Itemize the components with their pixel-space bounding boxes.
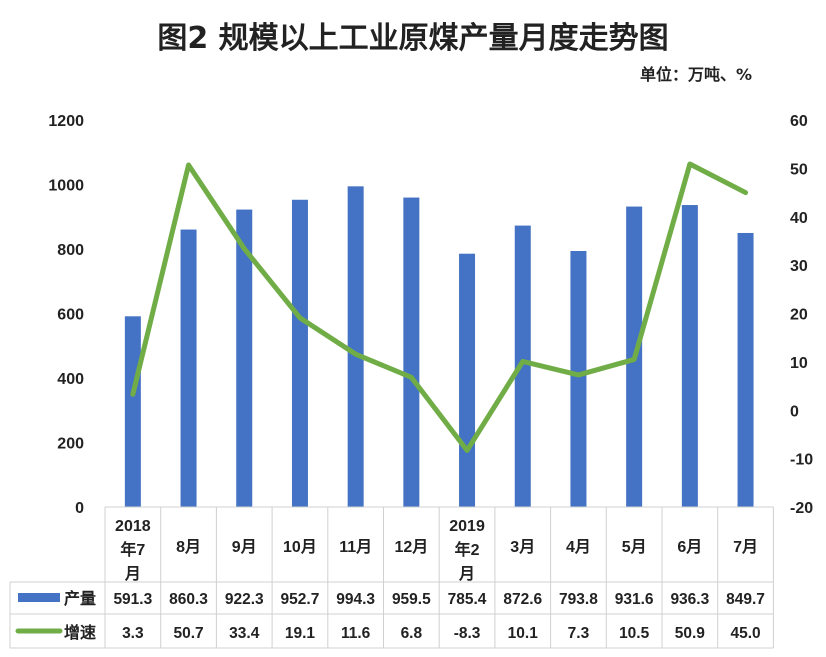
category-label: 月 — [124, 565, 141, 583]
category-label: 10月 — [283, 538, 317, 556]
right-axis-tick-label: 0 — [790, 403, 799, 420]
growth-value: 7.3 — [568, 625, 590, 642]
growth-value: 11.6 — [341, 625, 371, 642]
production-value: 959.5 — [392, 591, 431, 608]
right-axis-tick-label: 50 — [790, 161, 808, 178]
bar-11 — [737, 232, 754, 508]
legend-bar-swatch — [18, 593, 60, 602]
legend-label-production: 产量 — [64, 589, 96, 608]
right-axis-tick-label: 40 — [790, 210, 808, 227]
bar-4 — [347, 186, 364, 507]
bar-0 — [124, 316, 141, 507]
category-label: 4月 — [566, 538, 591, 556]
left-axis-tick-label: 400 — [57, 371, 84, 388]
growth-value: 10.5 — [619, 625, 650, 642]
category-label: 9月 — [232, 538, 257, 556]
right-axis-tick-label: 60 — [790, 113, 808, 130]
category-label: 2018 — [115, 518, 151, 535]
category-label: 3月 — [510, 538, 535, 556]
bar-7 — [514, 225, 531, 508]
left-axis-tick-label: 0 — [75, 500, 84, 517]
growth-value: 33.4 — [229, 625, 260, 642]
right-axis-tick-label: 10 — [790, 355, 808, 372]
production-value: 936.3 — [670, 591, 709, 608]
left-axis-tick-label: 1000 — [48, 178, 84, 195]
left-axis-tick-label: 1200 — [48, 113, 84, 130]
growth-value: 10.1 — [508, 625, 539, 642]
bar-5 — [403, 197, 420, 507]
bar-10 — [681, 205, 698, 507]
bar-3 — [291, 199, 308, 507]
growth-value: -8.3 — [454, 625, 481, 642]
category-label: 5月 — [622, 538, 647, 556]
production-value: 952.7 — [281, 591, 320, 608]
growth-value: 50.7 — [173, 625, 203, 642]
right-axis-tick-label: 20 — [790, 307, 808, 324]
left-axis-tick-label: 200 — [57, 436, 84, 453]
category-label: 年7 — [120, 540, 145, 559]
bar-2 — [236, 209, 253, 508]
growth-value: 19.1 — [285, 625, 316, 642]
right-axis-tick-label: 30 — [790, 258, 808, 275]
category-label: 8月 — [176, 538, 201, 556]
growth-value: 3.3 — [122, 625, 144, 642]
production-value: 860.3 — [169, 591, 208, 608]
unit-label: 单位：万吨、% — [640, 65, 752, 84]
bar-6 — [459, 253, 476, 507]
left-axis-tick-label: 800 — [57, 242, 84, 259]
production-value: 872.6 — [503, 591, 542, 608]
category-label: 7月 — [733, 538, 758, 556]
category-label: 6月 — [677, 538, 702, 556]
bar-1 — [180, 229, 197, 507]
production-value: 793.8 — [559, 591, 598, 608]
growth-value: 45.0 — [730, 625, 760, 642]
right-axis-tick-label: -20 — [790, 500, 813, 517]
production-value: 591.3 — [113, 591, 152, 608]
production-value: 849.7 — [726, 591, 765, 608]
growth-value: 50.9 — [675, 625, 706, 642]
category-label: 11月 — [339, 538, 372, 556]
category-label: 12月 — [394, 538, 428, 556]
production-value: 922.3 — [225, 591, 264, 608]
left-axis-tick-label: 600 — [57, 307, 84, 324]
growth-value: 6.8 — [401, 625, 423, 642]
legend-label-growth: 增速 — [64, 623, 96, 642]
category-label: 年2 — [455, 540, 480, 559]
category-label: 月 — [458, 565, 475, 583]
growth-line — [130, 161, 749, 453]
right-axis-tick-label: -10 — [790, 452, 813, 469]
bar-8 — [570, 250, 587, 507]
category-label: 2019 — [449, 518, 485, 535]
production-value: 994.3 — [336, 591, 375, 608]
production-value: 785.4 — [448, 591, 487, 608]
chart-title: 图2 规模以上工业原煤产量月度走势图 — [157, 21, 668, 56]
production-value: 931.6 — [615, 591, 654, 608]
